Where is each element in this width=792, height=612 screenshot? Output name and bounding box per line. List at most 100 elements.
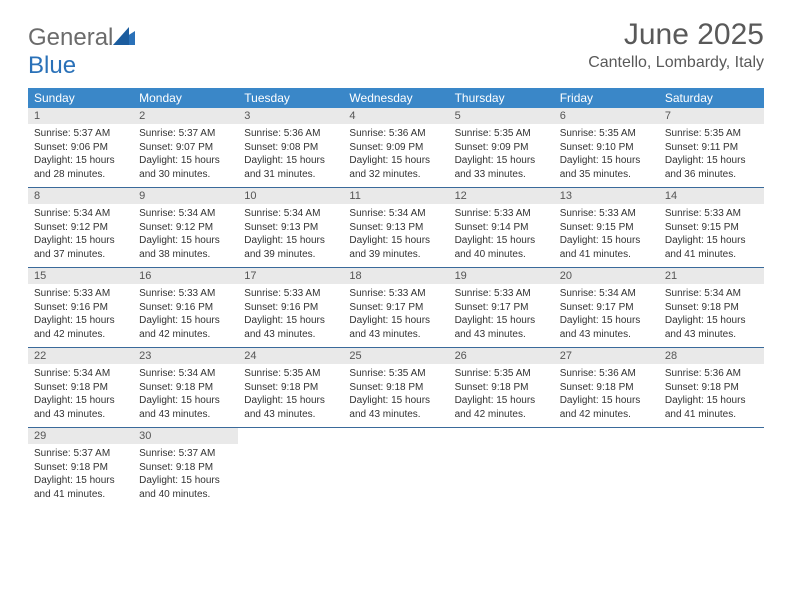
day-details: Sunrise: 5:33 AMSunset: 9:15 PMDaylight:… [554, 204, 659, 267]
day-number: 6 [554, 108, 659, 124]
day-details: Sunrise: 5:35 AMSunset: 9:18 PMDaylight:… [238, 364, 343, 427]
calendar-table: SundayMondayTuesdayWednesdayThursdayFrid… [28, 88, 764, 507]
day-details: Sunrise: 5:34 AMSunset: 9:12 PMDaylight:… [133, 204, 238, 267]
day-number: 11 [343, 188, 448, 204]
day-number: 22 [28, 348, 133, 364]
calendar-cell: 10Sunrise: 5:34 AMSunset: 9:13 PMDayligh… [238, 188, 343, 268]
day-number: 7 [659, 108, 764, 124]
day-details: Sunrise: 5:37 AMSunset: 9:18 PMDaylight:… [133, 444, 238, 507]
weekday-tuesday: Tuesday [238, 88, 343, 108]
day-number: 25 [343, 348, 448, 364]
day-number: 8 [28, 188, 133, 204]
day-details: Sunrise: 5:33 AMSunset: 9:17 PMDaylight:… [343, 284, 448, 347]
day-number: 18 [343, 268, 448, 284]
calendar-cell: 29Sunrise: 5:37 AMSunset: 9:18 PMDayligh… [28, 428, 133, 508]
calendar-cell: 15Sunrise: 5:33 AMSunset: 9:16 PMDayligh… [28, 268, 133, 348]
day-number: 21 [659, 268, 764, 284]
calendar-week-row: 29Sunrise: 5:37 AMSunset: 9:18 PMDayligh… [28, 428, 764, 508]
day-details: Sunrise: 5:35 AMSunset: 9:10 PMDaylight:… [554, 124, 659, 187]
day-details: Sunrise: 5:33 AMSunset: 9:15 PMDaylight:… [659, 204, 764, 267]
day-number: 1 [28, 108, 133, 124]
weekday-wednesday: Wednesday [343, 88, 448, 108]
day-number: 17 [238, 268, 343, 284]
calendar-cell: 28Sunrise: 5:36 AMSunset: 9:18 PMDayligh… [659, 348, 764, 428]
day-details: Sunrise: 5:34 AMSunset: 9:13 PMDaylight:… [343, 204, 448, 267]
calendar-cell: 11Sunrise: 5:34 AMSunset: 9:13 PMDayligh… [343, 188, 448, 268]
day-details: Sunrise: 5:37 AMSunset: 9:07 PMDaylight:… [133, 124, 238, 187]
calendar-cell [343, 428, 448, 508]
calendar-cell: 13Sunrise: 5:33 AMSunset: 9:15 PMDayligh… [554, 188, 659, 268]
day-details: Sunrise: 5:37 AMSunset: 9:18 PMDaylight:… [28, 444, 133, 507]
weekday-header-row: SundayMondayTuesdayWednesdayThursdayFrid… [28, 88, 764, 108]
day-details: Sunrise: 5:34 AMSunset: 9:18 PMDaylight:… [28, 364, 133, 427]
calendar-cell: 21Sunrise: 5:34 AMSunset: 9:18 PMDayligh… [659, 268, 764, 348]
day-details: Sunrise: 5:34 AMSunset: 9:18 PMDaylight:… [659, 284, 764, 347]
day-number: 5 [449, 108, 554, 124]
day-number: 20 [554, 268, 659, 284]
day-number: 4 [343, 108, 448, 124]
logo-part2: Blue [28, 52, 76, 79]
day-details: Sunrise: 5:33 AMSunset: 9:14 PMDaylight:… [449, 204, 554, 267]
weekday-monday: Monday [133, 88, 238, 108]
day-number: 15 [28, 268, 133, 284]
calendar-cell: 12Sunrise: 5:33 AMSunset: 9:14 PMDayligh… [449, 188, 554, 268]
logo: General Blue [28, 24, 135, 80]
calendar-cell: 8Sunrise: 5:34 AMSunset: 9:12 PMDaylight… [28, 188, 133, 268]
day-number: 2 [133, 108, 238, 124]
day-number: 27 [554, 348, 659, 364]
calendar-cell: 30Sunrise: 5:37 AMSunset: 9:18 PMDayligh… [133, 428, 238, 508]
calendar-cell: 27Sunrise: 5:36 AMSunset: 9:18 PMDayligh… [554, 348, 659, 428]
day-details: Sunrise: 5:36 AMSunset: 9:18 PMDaylight:… [659, 364, 764, 427]
calendar-cell: 7Sunrise: 5:35 AMSunset: 9:11 PMDaylight… [659, 108, 764, 188]
calendar-cell: 14Sunrise: 5:33 AMSunset: 9:15 PMDayligh… [659, 188, 764, 268]
day-number: 10 [238, 188, 343, 204]
day-number: 26 [449, 348, 554, 364]
day-number: 23 [133, 348, 238, 364]
calendar-cell [449, 428, 554, 508]
day-details: Sunrise: 5:33 AMSunset: 9:17 PMDaylight:… [449, 284, 554, 347]
calendar-cell: 6Sunrise: 5:35 AMSunset: 9:10 PMDaylight… [554, 108, 659, 188]
day-number: 19 [449, 268, 554, 284]
day-details: Sunrise: 5:35 AMSunset: 9:11 PMDaylight:… [659, 124, 764, 187]
weekday-thursday: Thursday [449, 88, 554, 108]
weekday-saturday: Saturday [659, 88, 764, 108]
day-details: Sunrise: 5:33 AMSunset: 9:16 PMDaylight:… [133, 284, 238, 347]
weekday-sunday: Sunday [28, 88, 133, 108]
location-text: Cantello, Lombardy, Italy [588, 54, 764, 72]
day-details: Sunrise: 5:37 AMSunset: 9:06 PMDaylight:… [28, 124, 133, 187]
calendar-cell: 23Sunrise: 5:34 AMSunset: 9:18 PMDayligh… [133, 348, 238, 428]
calendar-cell: 1Sunrise: 5:37 AMSunset: 9:06 PMDaylight… [28, 108, 133, 188]
calendar-cell: 2Sunrise: 5:37 AMSunset: 9:07 PMDaylight… [133, 108, 238, 188]
day-details: Sunrise: 5:36 AMSunset: 9:18 PMDaylight:… [554, 364, 659, 427]
day-number: 24 [238, 348, 343, 364]
day-number: 28 [659, 348, 764, 364]
calendar-cell: 24Sunrise: 5:35 AMSunset: 9:18 PMDayligh… [238, 348, 343, 428]
calendar-cell: 25Sunrise: 5:35 AMSunset: 9:18 PMDayligh… [343, 348, 448, 428]
day-number: 13 [554, 188, 659, 204]
calendar-week-row: 22Sunrise: 5:34 AMSunset: 9:18 PMDayligh… [28, 348, 764, 428]
calendar-cell: 18Sunrise: 5:33 AMSunset: 9:17 PMDayligh… [343, 268, 448, 348]
day-number: 14 [659, 188, 764, 204]
calendar-cell: 4Sunrise: 5:36 AMSunset: 9:09 PMDaylight… [343, 108, 448, 188]
title-block: June 2025 Cantello, Lombardy, Italy [588, 18, 764, 72]
calendar-cell: 9Sunrise: 5:34 AMSunset: 9:12 PMDaylight… [133, 188, 238, 268]
logo-text: General Blue [28, 24, 135, 80]
page-title: June 2025 [588, 18, 764, 52]
day-number: 29 [28, 428, 133, 444]
calendar-cell: 17Sunrise: 5:33 AMSunset: 9:16 PMDayligh… [238, 268, 343, 348]
page-header: General Blue June 2025 Cantello, Lombard… [28, 18, 764, 80]
day-number: 3 [238, 108, 343, 124]
logo-triangle-icon [113, 27, 135, 45]
calendar-week-row: 1Sunrise: 5:37 AMSunset: 9:06 PMDaylight… [28, 108, 764, 188]
calendar-cell: 5Sunrise: 5:35 AMSunset: 9:09 PMDaylight… [449, 108, 554, 188]
weekday-friday: Friday [554, 88, 659, 108]
calendar-week-row: 8Sunrise: 5:34 AMSunset: 9:12 PMDaylight… [28, 188, 764, 268]
day-number: 9 [133, 188, 238, 204]
calendar-cell: 26Sunrise: 5:35 AMSunset: 9:18 PMDayligh… [449, 348, 554, 428]
day-details: Sunrise: 5:36 AMSunset: 9:08 PMDaylight:… [238, 124, 343, 187]
day-details: Sunrise: 5:34 AMSunset: 9:18 PMDaylight:… [133, 364, 238, 427]
day-details: Sunrise: 5:34 AMSunset: 9:17 PMDaylight:… [554, 284, 659, 347]
day-details: Sunrise: 5:36 AMSunset: 9:09 PMDaylight:… [343, 124, 448, 187]
day-details: Sunrise: 5:35 AMSunset: 9:09 PMDaylight:… [449, 124, 554, 187]
day-details: Sunrise: 5:33 AMSunset: 9:16 PMDaylight:… [238, 284, 343, 347]
